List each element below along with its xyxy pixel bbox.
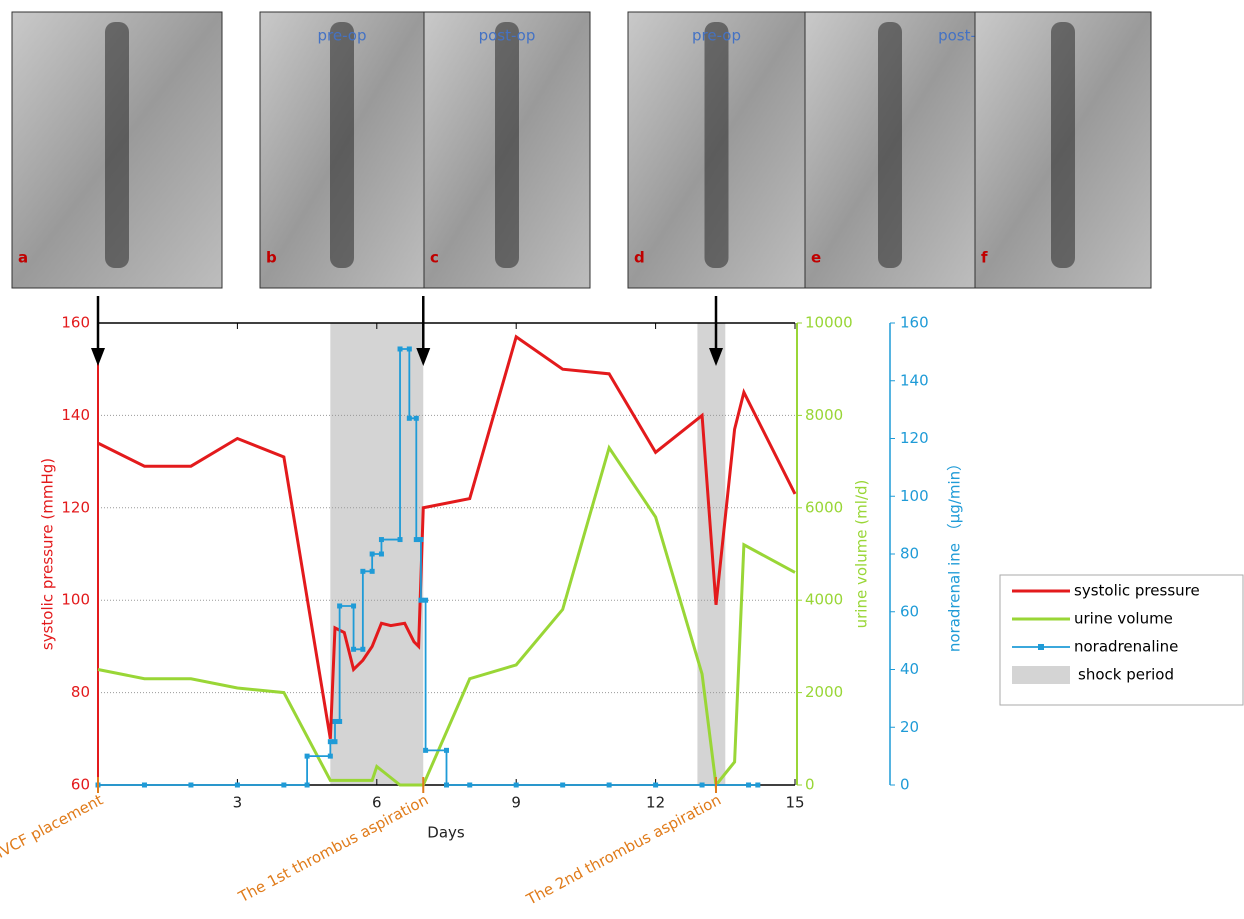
legend-label: urine volume — [1074, 610, 1173, 628]
legend-label: systolic pressure — [1074, 582, 1200, 600]
marker — [142, 783, 147, 788]
marker — [418, 598, 423, 603]
x-tick-label: 6 — [372, 794, 382, 812]
annotation-label: The 2nd thrombus aspiration — [523, 791, 724, 909]
y-tick-label: 60 — [71, 776, 90, 794]
panel-letter: b — [266, 249, 277, 267]
annotation-label: IVCF placement — [0, 791, 106, 862]
panel-caption: post-op — [479, 27, 536, 45]
marker — [351, 647, 356, 652]
marker — [746, 783, 751, 788]
marker — [235, 783, 240, 788]
panel-letter: a — [18, 249, 28, 267]
vessel — [495, 22, 519, 268]
y2-tick-label: 0 — [805, 776, 815, 794]
marker — [337, 603, 342, 608]
marker — [407, 416, 412, 421]
marker — [467, 783, 472, 788]
marker — [414, 416, 419, 421]
marker — [423, 748, 428, 753]
marker — [700, 783, 705, 788]
chart: Days abpre-opcpost-opdpre-opepost-opf608… — [0, 0, 1244, 919]
marker — [418, 537, 423, 542]
panel-letter: e — [811, 249, 821, 267]
marker — [560, 783, 565, 788]
marker — [379, 537, 384, 542]
x-axis-label: Days — [427, 824, 465, 842]
series-line — [98, 337, 795, 739]
panel-letter: d — [634, 249, 645, 267]
y2-tick-label: 2000 — [805, 683, 843, 701]
y-axis-label: systolic pressure (mmHg) — [39, 458, 57, 650]
marker — [379, 552, 384, 557]
y3-tick-label: 80 — [900, 545, 919, 563]
marker — [414, 537, 419, 542]
panel-caption: pre-op — [318, 27, 367, 45]
marker — [360, 647, 365, 652]
marker — [337, 719, 342, 724]
vessel — [878, 22, 902, 268]
x-tick-label: 3 — [233, 794, 243, 812]
marker — [514, 783, 519, 788]
marker — [407, 346, 412, 351]
marker — [444, 783, 449, 788]
y3-tick-label: 120 — [900, 429, 929, 447]
y3-tick-label: 40 — [900, 660, 919, 678]
marker — [328, 739, 333, 744]
y-tick-label: 80 — [71, 683, 90, 701]
vessel — [705, 22, 729, 268]
marker — [281, 783, 286, 788]
marker — [332, 739, 337, 744]
marker — [360, 569, 365, 574]
legend-marker — [1038, 644, 1044, 650]
marker — [444, 748, 449, 753]
marker — [398, 537, 403, 542]
legend-label: noradrenaline — [1074, 638, 1178, 656]
y2-tick-label: 6000 — [805, 498, 843, 516]
marker — [755, 783, 760, 788]
series-line — [98, 448, 795, 785]
y3-axis-label: noradrenal ine （μg/min） — [946, 456, 964, 652]
legend-swatch — [1012, 666, 1070, 684]
y2-tick-label: 4000 — [805, 591, 843, 609]
y-tick-label: 160 — [61, 314, 90, 332]
y3-tick-label: 60 — [900, 602, 919, 620]
x-tick-label: 12 — [646, 794, 665, 812]
marker — [607, 783, 612, 788]
marker — [370, 552, 375, 557]
panel-letter: f — [981, 249, 988, 267]
vessel — [330, 22, 354, 268]
y3-tick-label: 0 — [900, 776, 910, 794]
arrow-head — [91, 348, 105, 366]
y2-tick-label: 10000 — [805, 314, 853, 332]
series-line — [98, 349, 758, 785]
marker — [188, 783, 193, 788]
panel-letter: c — [430, 249, 439, 267]
y2-tick-label: 8000 — [805, 406, 843, 424]
panel-caption: pre-op — [692, 27, 741, 45]
marker — [305, 754, 310, 759]
marker — [332, 719, 337, 724]
y3-tick-label: 100 — [900, 487, 929, 505]
marker — [653, 783, 658, 788]
marker — [328, 754, 333, 759]
annotation-label: The 1st thrombus aspiration — [235, 791, 432, 907]
marker — [398, 346, 403, 351]
y-tick-label: 100 — [61, 591, 90, 609]
y3-tick-label: 20 — [900, 718, 919, 736]
vessel — [105, 22, 129, 268]
x-tick-label: 15 — [785, 794, 804, 812]
marker — [305, 783, 310, 788]
legend-label: shock period — [1078, 666, 1174, 684]
vessel — [1051, 22, 1075, 268]
y-tick-label: 140 — [61, 406, 90, 424]
marker — [423, 598, 428, 603]
marker — [351, 603, 356, 608]
x-tick-label: 9 — [511, 794, 521, 812]
y-tick-label: 120 — [61, 498, 90, 516]
y3-tick-label: 140 — [900, 371, 929, 389]
y2-axis-label: urine volume (ml/d) — [853, 480, 871, 629]
y3-tick-label: 160 — [900, 314, 929, 332]
marker — [370, 569, 375, 574]
